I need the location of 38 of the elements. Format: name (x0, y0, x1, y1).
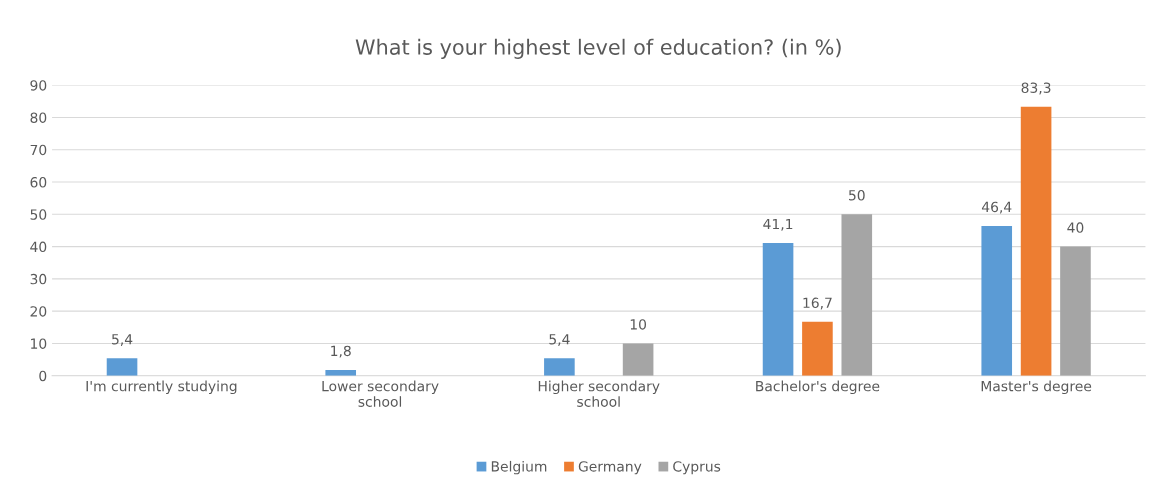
legend-label: Germany (578, 461, 642, 475)
y-tick-label: 20 (30, 306, 47, 317)
data-label: 83,3 (1021, 82, 1051, 95)
data-label: 16,7 (803, 297, 832, 310)
bar (106, 358, 138, 376)
data-label: 10 (630, 319, 647, 330)
bar (841, 214, 873, 376)
bar (1020, 106, 1052, 376)
legend-label: Cyprus (673, 461, 721, 475)
bar (762, 243, 794, 376)
data-label: 5,4 (549, 334, 570, 346)
y-tick-label: 10 (31, 338, 47, 349)
bar (981, 225, 1013, 376)
data-label: 5,4 (112, 334, 133, 346)
y-tick-label: 40 (30, 241, 47, 253)
y-tick-label: 80 (30, 112, 47, 123)
data-label: 46,4 (981, 201, 1012, 214)
bar (622, 343, 654, 376)
bar (1060, 246, 1091, 376)
bar (544, 358, 575, 376)
data-label: 1,8 (331, 345, 351, 358)
x-tick-label: Master's degree (981, 380, 1092, 395)
x-tick-label: I'm currently studying (86, 380, 237, 395)
bar (802, 321, 833, 376)
legend-label: Belgium (491, 460, 547, 475)
x-tick-label: Bachelor's degree (756, 380, 880, 395)
chart-title: What is your highest level of education? (in %) (355, 38, 841, 59)
x-tick-label: Lower secondary school (322, 380, 439, 407)
data-label: 41,1 (763, 218, 793, 231)
y-tick-label: 0 (39, 370, 47, 382)
data-label: 50 (849, 190, 865, 201)
y-tick-label: 70 (30, 144, 47, 156)
data-label: 40 (1067, 222, 1084, 233)
y-tick-label: 30 (30, 273, 47, 285)
y-tick-label: 50 (30, 209, 47, 220)
y-tick-label: 90 (30, 80, 47, 91)
y-tick-label: 60 (30, 177, 47, 188)
x-tick-label: Higher secondary school (538, 380, 660, 407)
